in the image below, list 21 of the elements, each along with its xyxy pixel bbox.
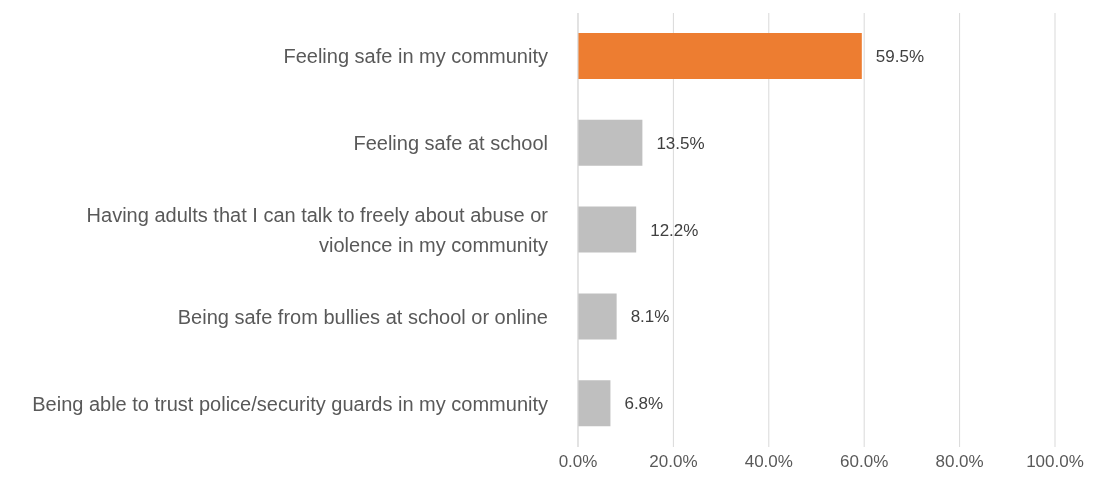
y-tick-label: Being able to trust police/security guards in my community	[32, 392, 548, 415]
x-tick-label: 40.0%	[744, 452, 793, 472]
y-tick-label: Feeling safe in my community	[283, 45, 548, 68]
data-label: 8.1%	[630, 307, 670, 327]
y-tick-label: Feeling safe at school	[353, 132, 548, 155]
x-tick-label: 80.0%	[935, 452, 984, 472]
y-tick-label: Having adults that I can talk to freely about abuse or violence in my community	[86, 204, 549, 256]
data-label: 13.5%	[656, 133, 705, 153]
data-label: 59.5%	[875, 47, 925, 67]
bar	[578, 33, 862, 79]
data-label: 12.2%	[650, 220, 699, 240]
bar	[578, 206, 637, 253]
bar	[578, 380, 611, 427]
data-label: 6.8%	[624, 394, 664, 414]
x-tick-label: 60.0%	[840, 452, 889, 472]
y-tick-label: Being safe from bullies at school or online	[177, 305, 548, 328]
bar	[578, 119, 643, 166]
x-tick-label: 20.0%	[649, 452, 698, 472]
bar	[578, 293, 617, 340]
x-tick-label: 0.0%	[558, 452, 598, 472]
x-tick-label: 100.0%	[1026, 452, 1084, 472]
